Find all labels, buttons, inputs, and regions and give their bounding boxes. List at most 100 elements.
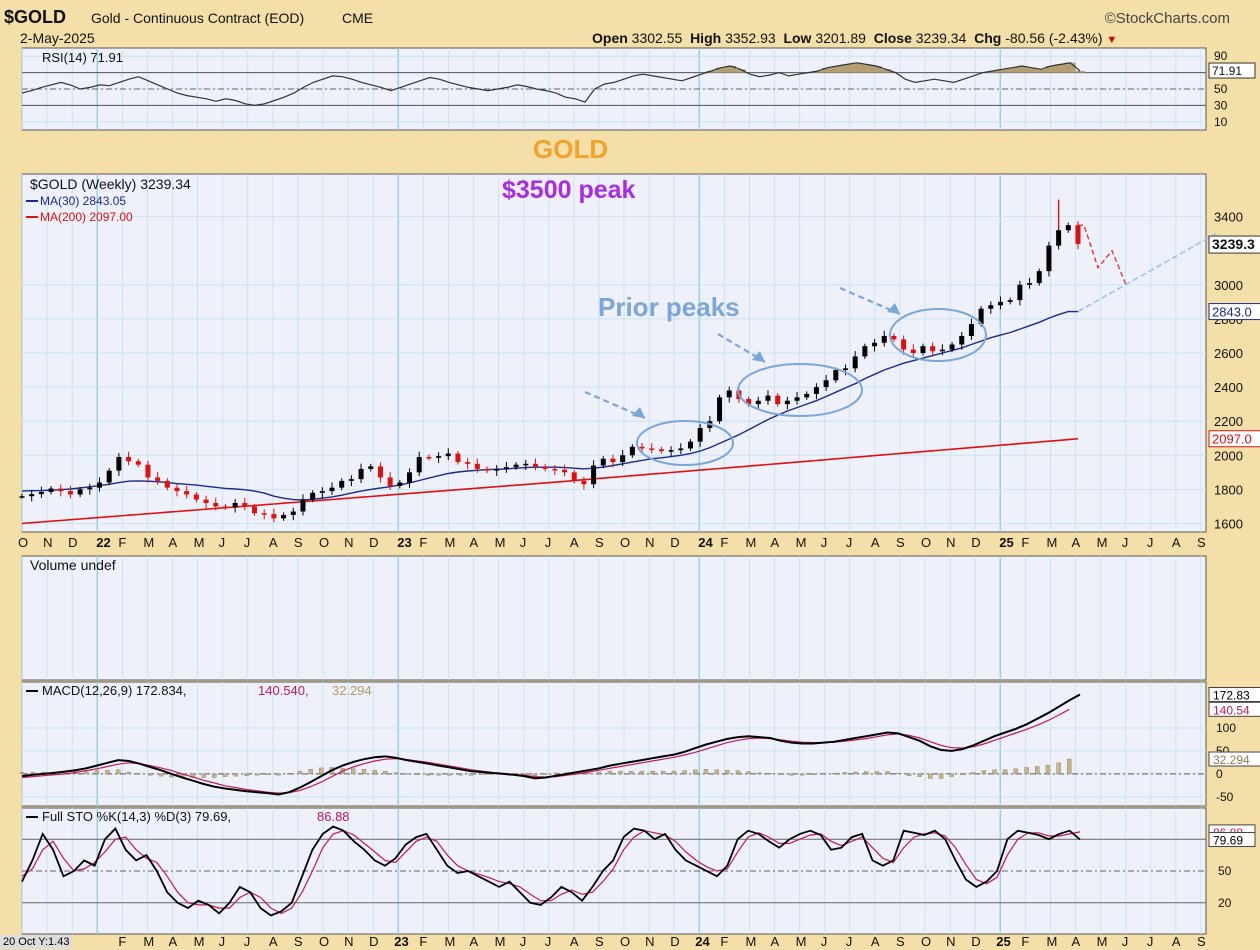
macd-histogram-bar [126, 771, 132, 775]
lower-time-axis-label: J [219, 934, 226, 949]
price-candle-body [174, 487, 180, 492]
price-candle-body [503, 467, 509, 469]
price-candle-body [959, 335, 965, 345]
price-candle-body [290, 511, 296, 515]
symbol-label: $GOLD [4, 7, 67, 27]
price-candle-body [242, 503, 248, 507]
lower-time-axis-label: N [344, 934, 353, 949]
price-candle-body [494, 468, 500, 471]
price-candle-body [155, 477, 161, 481]
macd-histogram-bar [714, 769, 719, 775]
lower-time-axis-label: 23 [394, 934, 408, 949]
price-candle-body [67, 491, 73, 495]
time-axis-label: A [169, 535, 178, 550]
lower-time-axis-label: A [169, 934, 178, 949]
price-tick-label: 2400 [1214, 380, 1243, 395]
chart-header: $GOLD Gold - Continuous Contract (EOD) C… [0, 0, 1260, 48]
time-axis-label: A [269, 535, 278, 550]
macd-histogram-bar [1035, 766, 1040, 775]
macd-tick-label: 100 [1216, 721, 1236, 735]
lower-time-axis-label: S [1197, 934, 1206, 949]
price-candle-body [48, 488, 54, 492]
ma30-legend: MA(30) 2843.05 [40, 194, 126, 208]
ma200-line [21, 437, 1079, 525]
macd-histogram-bar [276, 773, 281, 776]
macd-histogram-bar [383, 770, 388, 775]
down-arrow-icon: ▼ [1106, 34, 1118, 46]
price-candle-body [513, 464, 519, 468]
time-axis-label: S [896, 535, 905, 550]
lower-time-axis-label: J [520, 934, 527, 949]
price-candle-body [620, 455, 626, 463]
time-axis-label: S [1197, 535, 1206, 550]
time-axis-label: J [244, 535, 251, 550]
price-candle-body [426, 456, 432, 459]
lower-time-axis-label: J [821, 934, 828, 949]
price-tick-label: 2600 [1214, 346, 1243, 361]
lower-time-axis-label: 24 [695, 934, 710, 949]
price-tick-label: 1600 [1214, 516, 1243, 531]
lower-time-axis-label: F [118, 934, 126, 949]
time-axis-label: J [520, 535, 527, 550]
macd-histogram-bar [222, 773, 228, 777]
time-axis-label: J [1122, 535, 1129, 550]
time-axis-label: J [545, 535, 552, 550]
price-candle-body [77, 489, 83, 495]
price-candle-body [87, 487, 93, 490]
macd-last-label: 140.54 [1213, 703, 1250, 717]
price-candle-body [1056, 230, 1062, 246]
macd-histogram-bar [799, 773, 805, 776]
prior-peak-circle [636, 420, 734, 466]
price-candle-body [610, 458, 616, 463]
time-axis-label: S [595, 535, 604, 550]
sto-last-box [1208, 832, 1256, 848]
sto-tick-label: 20 [1218, 896, 1232, 910]
time-axis-label: O [319, 535, 329, 550]
macd-last-label: 32.294 [1213, 753, 1250, 767]
low-label: Low [783, 30, 812, 46]
price-candle-body [329, 487, 335, 492]
macd-histogram-bar [938, 773, 944, 779]
macd-histogram-bar [853, 771, 858, 775]
macd-histogram-bar [970, 772, 976, 775]
time-axis-label: N [43, 535, 52, 550]
macd-histogram-bar [864, 771, 869, 775]
sto-d-label: 86.88 [317, 809, 350, 824]
price-candle-body [261, 513, 267, 515]
macd-histogram-bar [949, 773, 954, 777]
rsi-tick-label: 30 [1214, 98, 1228, 112]
macd-histogram-bar [693, 769, 698, 775]
price-candle-body [901, 339, 907, 350]
chart-date: 2-May-2025 [20, 30, 95, 46]
chg-label: Chg [974, 30, 1002, 46]
source-watermark: ©StockCharts.com [1104, 10, 1230, 27]
macd-histogram-bar [233, 773, 238, 777]
price-candle-body [949, 344, 955, 350]
price-candle-body [397, 482, 403, 486]
macd-histogram-bar [83, 771, 89, 775]
price-candle-body [135, 461, 141, 465]
macd-histogram-bar [254, 773, 260, 776]
price-candle-body [145, 464, 151, 478]
time-axis-label: M [1097, 535, 1108, 550]
price-candle-body [523, 463, 529, 466]
chg-value: -80.56 (-2.43%) [1005, 30, 1103, 46]
macd-label: MACD(12,26,9) 172.834, [42, 683, 187, 698]
price-candle-body [717, 397, 723, 422]
price-candle-body [474, 463, 480, 469]
sto-k-line [21, 825, 1081, 917]
price-candle-body [678, 448, 684, 451]
price-candle-body [319, 491, 325, 493]
price-candle-body [968, 324, 974, 336]
rsi-tick-label: 50 [1214, 82, 1228, 96]
price-tick-label: 2200 [1214, 414, 1243, 429]
time-axis-label: O [620, 535, 630, 550]
macd-histogram-bar [671, 770, 677, 775]
lower-time-axis-label: J [1122, 934, 1129, 949]
rsi-line [21, 62, 1081, 107]
macd-histogram-bar [19, 772, 25, 775]
time-axis-label: D [670, 535, 679, 550]
gold-annotation: GOLD [533, 134, 608, 164]
ma200-legend: MA(200) 2097.00 [40, 210, 133, 224]
